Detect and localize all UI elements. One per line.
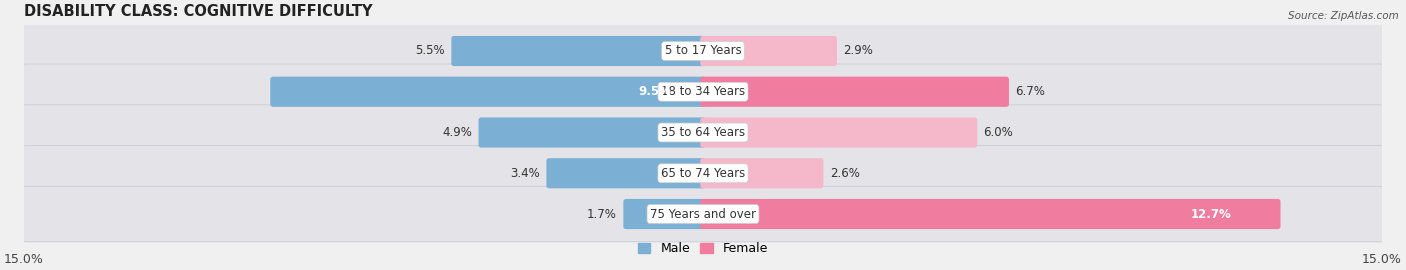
- Text: 18 to 34 Years: 18 to 34 Years: [661, 85, 745, 98]
- Text: Source: ZipAtlas.com: Source: ZipAtlas.com: [1288, 11, 1399, 21]
- FancyBboxPatch shape: [700, 117, 977, 148]
- FancyBboxPatch shape: [451, 36, 706, 66]
- FancyBboxPatch shape: [547, 158, 706, 188]
- Text: 4.9%: 4.9%: [443, 126, 472, 139]
- FancyBboxPatch shape: [700, 158, 824, 188]
- Text: 9.5%: 9.5%: [638, 85, 672, 98]
- FancyBboxPatch shape: [478, 117, 706, 148]
- Text: 12.7%: 12.7%: [1191, 208, 1232, 221]
- Text: 6.0%: 6.0%: [984, 126, 1014, 139]
- FancyBboxPatch shape: [270, 77, 706, 107]
- FancyBboxPatch shape: [17, 64, 1389, 119]
- FancyBboxPatch shape: [623, 199, 706, 229]
- FancyBboxPatch shape: [700, 199, 1281, 229]
- FancyBboxPatch shape: [17, 146, 1389, 201]
- Text: 1.7%: 1.7%: [588, 208, 617, 221]
- Text: 5.5%: 5.5%: [415, 45, 446, 58]
- Text: 3.4%: 3.4%: [510, 167, 540, 180]
- Text: 2.9%: 2.9%: [844, 45, 873, 58]
- FancyBboxPatch shape: [17, 23, 1389, 79]
- Text: 5 to 17 Years: 5 to 17 Years: [665, 45, 741, 58]
- Text: DISABILITY CLASS: COGNITIVE DIFFICULTY: DISABILITY CLASS: COGNITIVE DIFFICULTY: [24, 4, 373, 19]
- Text: 65 to 74 Years: 65 to 74 Years: [661, 167, 745, 180]
- Text: 75 Years and over: 75 Years and over: [650, 208, 756, 221]
- Text: 35 to 64 Years: 35 to 64 Years: [661, 126, 745, 139]
- FancyBboxPatch shape: [700, 77, 1010, 107]
- Text: 2.6%: 2.6%: [830, 167, 859, 180]
- FancyBboxPatch shape: [17, 186, 1389, 242]
- FancyBboxPatch shape: [17, 105, 1389, 160]
- Text: 6.7%: 6.7%: [1015, 85, 1045, 98]
- FancyBboxPatch shape: [700, 36, 837, 66]
- Legend: Male, Female: Male, Female: [633, 237, 773, 260]
